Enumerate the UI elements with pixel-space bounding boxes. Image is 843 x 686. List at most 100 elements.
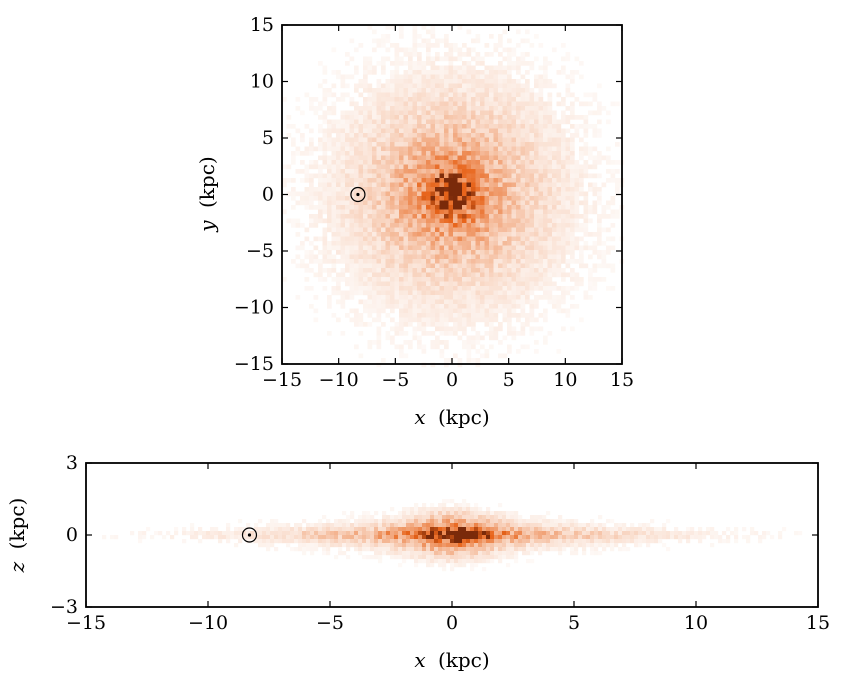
density-cell: [525, 115, 530, 120]
density-cell: [399, 83, 404, 89]
density-cell: [367, 70, 373, 75]
density-cell: [579, 245, 584, 251]
density-cell: [588, 272, 593, 278]
density-cell: [408, 52, 413, 57]
density-cell: [238, 539, 243, 544]
density-cell: [525, 272, 530, 278]
density-cell: [638, 527, 643, 532]
density-cell: [529, 331, 535, 336]
density-cell: [507, 52, 512, 57]
density-cell: [579, 178, 584, 183]
density-cell: [327, 209, 332, 215]
density-cell: [322, 173, 328, 179]
density-cell: [574, 543, 579, 548]
density-cell: [462, 507, 467, 512]
density-cell: [594, 551, 599, 556]
density-cell: [547, 151, 553, 156]
density-cell: [493, 173, 499, 179]
density-cell: [498, 539, 503, 544]
density-cell: [493, 232, 499, 237]
density-cell: [634, 543, 639, 548]
density-cell: [444, 110, 449, 116]
density-cell: [561, 70, 566, 75]
density-cell: [354, 227, 359, 233]
density-cell: [475, 79, 481, 84]
density-cell: [502, 547, 507, 552]
density-cell: [457, 160, 463, 165]
density-cell: [362, 519, 367, 524]
density-cell: [493, 250, 499, 255]
density-cell: [538, 133, 544, 138]
density-cell: [534, 155, 539, 161]
density-cell: [358, 353, 364, 359]
density-cell: [435, 245, 440, 251]
density-cell: [286, 178, 292, 183]
density-cell: [367, 56, 373, 62]
density-cell: [498, 519, 503, 524]
density-cell: [594, 531, 599, 536]
density-cell: [520, 241, 526, 246]
density-cell: [363, 187, 368, 192]
density-cell: [598, 539, 603, 544]
density-cell: [570, 142, 575, 147]
density-cell: [601, 259, 607, 264]
density-cell: [489, 214, 494, 219]
density-cell: [506, 555, 511, 560]
density-cell: [507, 317, 512, 323]
density-cell: [489, 272, 494, 278]
density-cell: [601, 227, 607, 233]
density-cell: [534, 299, 539, 305]
density-cell: [471, 295, 476, 300]
density-cell: [366, 511, 371, 516]
density-cell: [381, 254, 386, 260]
density-cell: [444, 268, 449, 273]
density-cell: [381, 299, 386, 305]
density-cell: [399, 119, 404, 125]
density-cell: [622, 543, 627, 548]
density-cell: [408, 340, 413, 345]
density-cell: [583, 241, 589, 246]
density-cell: [526, 535, 531, 540]
density-cell: [543, 286, 548, 291]
density-cell: [565, 56, 571, 62]
density-cell: [439, 137, 445, 143]
density-cell: [525, 286, 530, 291]
density-cell: [439, 182, 445, 188]
density-cell: [340, 182, 346, 188]
density-cell: [520, 272, 526, 278]
density-cell: [570, 191, 575, 197]
density-cell: [382, 511, 387, 516]
density-cell: [435, 146, 440, 152]
density-cell: [520, 196, 526, 201]
density-cell: [538, 263, 544, 269]
density-cell: [372, 317, 377, 323]
density-cell: [402, 551, 407, 556]
density-cell: [525, 268, 530, 273]
density-cell: [466, 97, 472, 102]
density-cell: [489, 290, 494, 296]
density-cell: [435, 200, 440, 206]
density-cell: [543, 191, 548, 197]
density-cell: [598, 527, 603, 532]
density-cell: [457, 322, 463, 327]
density-cell: [498, 353, 503, 359]
density-cell: [547, 106, 553, 111]
density-cell: [354, 142, 359, 147]
density-cell: [525, 209, 530, 215]
density-cell: [426, 160, 431, 165]
density-cell: [399, 349, 404, 354]
density-cell: [412, 52, 418, 57]
density-cell: [698, 535, 703, 540]
density-cell: [475, 92, 481, 98]
density-cell: [471, 259, 476, 264]
density-cell: [547, 142, 553, 147]
density-cell: [412, 151, 418, 156]
density-cell: [102, 535, 107, 540]
density-cell: [574, 277, 580, 282]
density-cell: [403, 263, 409, 269]
density-cell: [363, 304, 368, 309]
density-cell: [478, 547, 483, 552]
density-cell: [435, 187, 440, 192]
density-cell: [340, 92, 346, 98]
density-cell: [470, 567, 475, 572]
